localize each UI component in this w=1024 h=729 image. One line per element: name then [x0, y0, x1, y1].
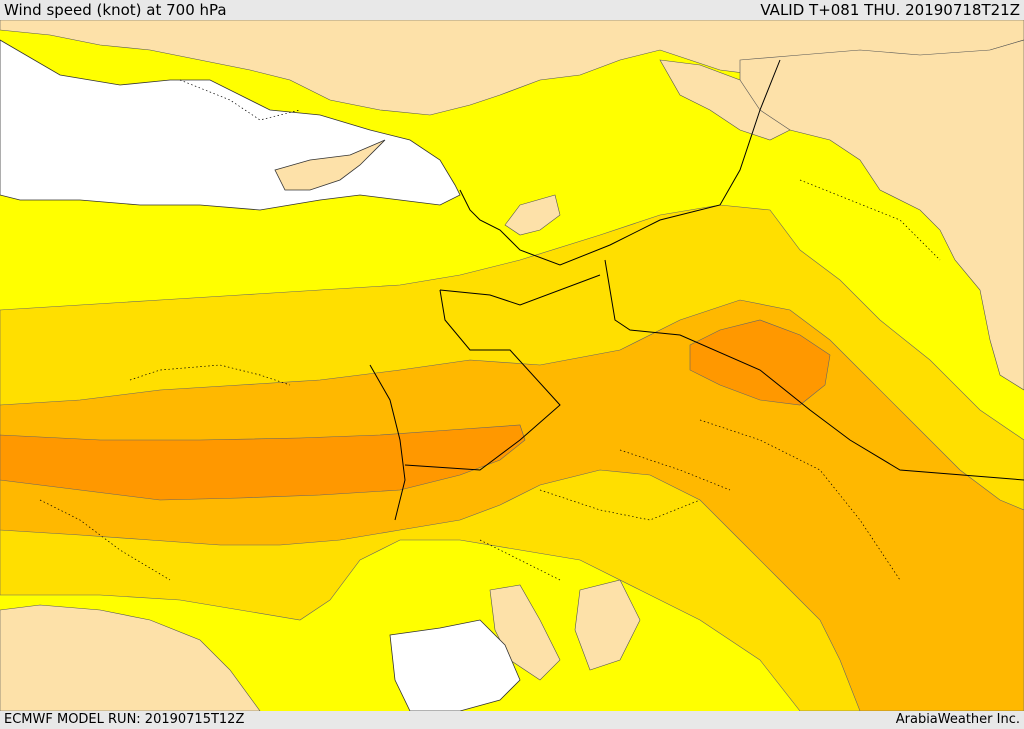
iraq-patch: [504, 194, 561, 236]
wind-speed-map: [0, 20, 1024, 711]
map-header: Wind speed (knot) at 700 hPa VALID T+081…: [0, 0, 1024, 20]
map-footer: ECMWF MODEL RUN: 20190715T12Z ArabiaWeat…: [0, 711, 1024, 729]
cyprus: [274, 139, 386, 191]
red-sea-north: [389, 619, 521, 711]
sudan-landmass: [0, 604, 261, 711]
model-run: ECMWF MODEL RUN: 20190715T12Z: [4, 712, 245, 727]
iran-landmass: [739, 39, 1024, 391]
valid-time: VALID T+081 THU. 20190718T21Z: [760, 1, 1020, 19]
province-lines: [39, 79, 941, 581]
credit: ArabiaWeather Inc.: [895, 712, 1020, 727]
max-speed-core-west: [0, 424, 526, 501]
turkey-interior-patch: [659, 59, 791, 141]
map-title: Wind speed (knot) at 700 hPa: [4, 1, 227, 19]
saudi-patch-2: [489, 584, 561, 681]
max-speed-core-east: [689, 319, 831, 406]
high-speed-band: [0, 299, 1024, 711]
country-borders: [369, 59, 1024, 521]
